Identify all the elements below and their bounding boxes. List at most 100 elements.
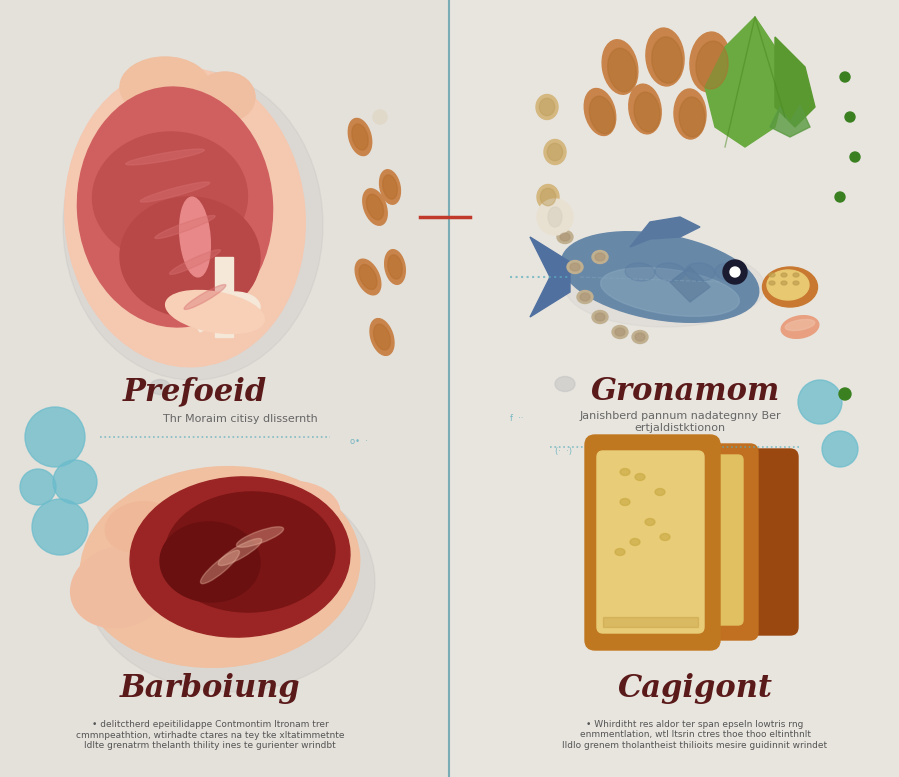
Ellipse shape (548, 207, 562, 227)
Text: o•  ·: o• · (350, 437, 368, 446)
Ellipse shape (195, 72, 255, 122)
Ellipse shape (130, 477, 350, 637)
Ellipse shape (612, 326, 628, 339)
Text: Prefoeid: Prefoeid (123, 377, 267, 407)
Text: Cagigont: Cagigont (618, 674, 772, 705)
Ellipse shape (65, 67, 306, 367)
Ellipse shape (635, 473, 645, 480)
Ellipse shape (628, 84, 662, 134)
Circle shape (723, 260, 747, 284)
Ellipse shape (769, 281, 775, 285)
Ellipse shape (580, 293, 590, 301)
Ellipse shape (592, 250, 608, 263)
Ellipse shape (793, 281, 799, 285)
Ellipse shape (577, 291, 593, 304)
Ellipse shape (632, 330, 648, 343)
Ellipse shape (557, 231, 573, 243)
Ellipse shape (769, 273, 775, 277)
Ellipse shape (674, 89, 706, 139)
Circle shape (25, 407, 85, 467)
Circle shape (32, 499, 88, 555)
Ellipse shape (793, 273, 799, 277)
Ellipse shape (685, 263, 715, 281)
Ellipse shape (126, 149, 204, 165)
Text: f  ··: f ·· (510, 414, 523, 423)
Ellipse shape (383, 175, 397, 199)
Ellipse shape (93, 132, 247, 262)
Polygon shape (775, 37, 815, 127)
Ellipse shape (536, 95, 558, 120)
Ellipse shape (71, 546, 169, 628)
Ellipse shape (570, 263, 580, 271)
Ellipse shape (592, 311, 608, 323)
Circle shape (845, 112, 855, 122)
Polygon shape (630, 217, 700, 247)
Text: • Whirditht res aldor ter span epseln lowtris rng
enmmentlation, wtl ltsrin ctre: • Whirditht res aldor ter span epseln lo… (563, 720, 828, 750)
Ellipse shape (655, 489, 665, 496)
Ellipse shape (63, 70, 323, 380)
Ellipse shape (634, 92, 660, 132)
Bar (0, 0, 449, 777)
Ellipse shape (537, 184, 559, 210)
Ellipse shape (781, 281, 787, 285)
Circle shape (730, 267, 740, 277)
Ellipse shape (200, 550, 239, 584)
Ellipse shape (679, 97, 705, 137)
Ellipse shape (155, 215, 215, 239)
Ellipse shape (590, 96, 615, 134)
Ellipse shape (105, 502, 174, 552)
Text: (·  ·): (· ·) (555, 447, 572, 456)
Ellipse shape (635, 333, 645, 341)
FancyBboxPatch shape (645, 455, 743, 625)
Ellipse shape (363, 189, 387, 225)
Ellipse shape (567, 260, 583, 274)
Ellipse shape (608, 48, 636, 92)
Ellipse shape (348, 118, 371, 155)
FancyBboxPatch shape (585, 435, 720, 650)
Ellipse shape (767, 270, 809, 300)
Ellipse shape (140, 182, 209, 202)
Ellipse shape (645, 28, 684, 86)
Ellipse shape (374, 324, 390, 350)
Ellipse shape (540, 188, 556, 206)
Ellipse shape (385, 249, 405, 284)
Bar (603, 617, 698, 627)
Ellipse shape (120, 197, 260, 317)
Ellipse shape (80, 580, 120, 615)
Ellipse shape (180, 197, 210, 277)
Text: Gronamom: Gronamom (591, 377, 779, 407)
Ellipse shape (539, 98, 555, 116)
Ellipse shape (210, 292, 260, 322)
Ellipse shape (620, 499, 630, 506)
Text: Barboiung: Barboiung (120, 674, 300, 705)
Ellipse shape (690, 32, 730, 92)
Ellipse shape (630, 538, 640, 545)
Circle shape (537, 199, 573, 235)
Ellipse shape (170, 249, 220, 274)
Ellipse shape (595, 253, 605, 261)
Ellipse shape (781, 273, 787, 277)
Ellipse shape (762, 267, 817, 307)
Ellipse shape (236, 527, 283, 547)
Ellipse shape (560, 233, 570, 241)
FancyBboxPatch shape (682, 449, 798, 635)
Ellipse shape (561, 232, 759, 322)
Ellipse shape (602, 40, 638, 94)
Polygon shape (530, 237, 570, 317)
Circle shape (850, 152, 860, 162)
Ellipse shape (379, 169, 400, 204)
Ellipse shape (370, 319, 394, 355)
Ellipse shape (625, 263, 655, 281)
Ellipse shape (359, 264, 377, 290)
Circle shape (20, 469, 56, 505)
Ellipse shape (544, 140, 566, 165)
FancyBboxPatch shape (637, 444, 758, 640)
Ellipse shape (367, 194, 384, 220)
Ellipse shape (785, 319, 814, 330)
Polygon shape (670, 267, 710, 302)
Circle shape (798, 380, 842, 424)
Ellipse shape (601, 268, 739, 316)
Ellipse shape (655, 263, 685, 281)
Polygon shape (770, 105, 810, 137)
Ellipse shape (660, 534, 670, 541)
